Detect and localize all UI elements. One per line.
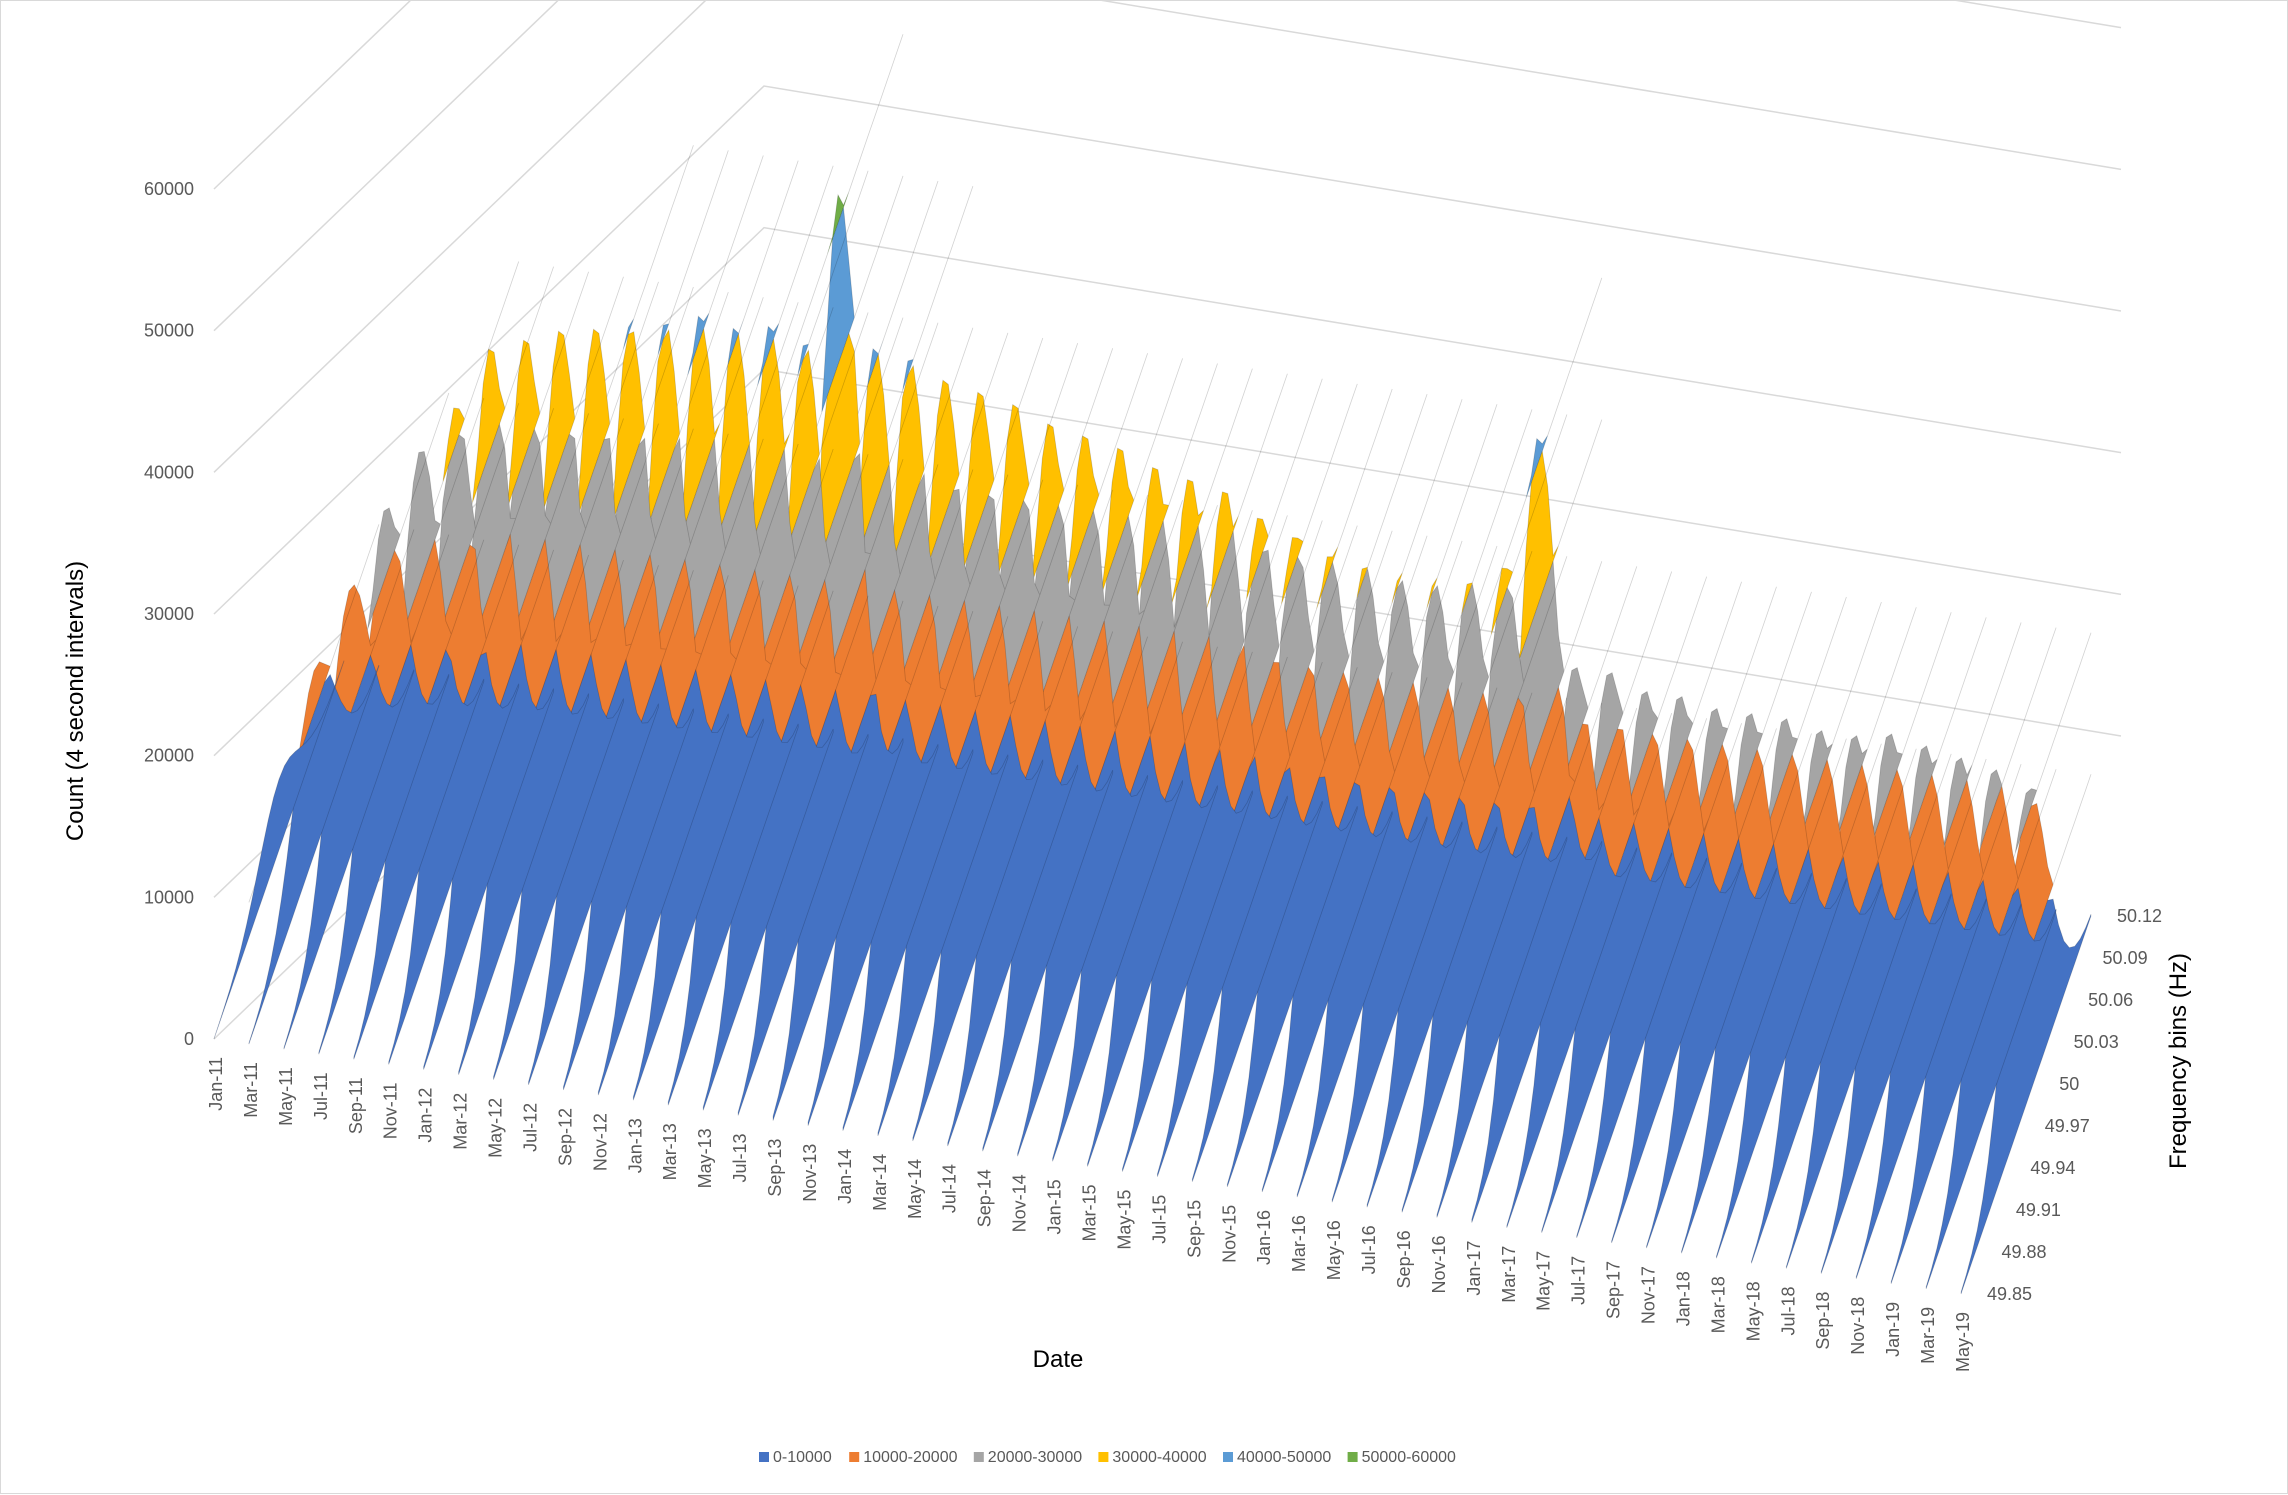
date-tick-label: May-13 [695,1128,715,1188]
date-tick-label: May-15 [1114,1190,1134,1250]
frequency-tick-label: 49.85 [1987,1284,2032,1304]
count-tick-label: 20000 [144,746,194,766]
date-tick-label: Nov-13 [800,1144,820,1202]
date-tick-label: Jul-11 [311,1072,331,1120]
date-tick-label: Jul-14 [940,1164,960,1213]
date-tick-label: Mar-15 [1080,1185,1100,1242]
date-tick-label: Mar-12 [451,1093,471,1150]
date-tick-label: Sep-12 [555,1108,575,1166]
date-tick-label: Jan-17 [1464,1241,1484,1296]
legend: 0-10000 10000-20000 20000-30000 30000-40000… [759,1449,1456,1466]
frequency-tick-label: 49.88 [2001,1242,2046,1262]
date-tick-label: Jan-18 [1674,1271,1694,1326]
frequency-tick-label: 49.91 [2016,1200,2061,1220]
surface-plot [213,34,2092,1295]
date-tick-label: Sep-15 [1184,1200,1204,1258]
frequency-tick-label: 50.09 [2103,948,2148,968]
count-tick-label: 10000 [144,887,194,907]
date-tick-label: Jul-18 [1778,1287,1798,1336]
date-tick-label: Sep-16 [1394,1230,1414,1288]
date-tick-label: May-17 [1534,1251,1554,1311]
date-tick-label: May-12 [486,1098,506,1158]
count-tick-label: 50000 [144,321,194,341]
y-axis-title: Count (4 second intervals) [62,561,89,841]
date-tick-label: May-18 [1743,1281,1763,1341]
date-tick-label: Jan-15 [1045,1179,1065,1234]
frequency-tick-label: 50.12 [2117,906,2162,926]
date-tick-label: Sep-14 [975,1169,995,1227]
legend-label: 50000-60000 [1362,1449,1456,1466]
depth-axis-title: Frequency bins (Hz) [2165,953,2192,1169]
date-axis-ticks: Jan-11 Mar-11 May-11 Jul-11 Sep-11 Nov-11 Jan-… [206,1057,1973,1372]
date-tick-label: Nov-15 [1219,1205,1239,1263]
date-tick-label: Jul-17 [1569,1256,1589,1305]
date-tick-label: Sep-17 [1604,1261,1624,1319]
gridline [213,85,2122,615]
date-tick-label: Jul-15 [1149,1195,1169,1244]
legend-swatch [1347,1452,1358,1462]
legend-swatch [849,1452,860,1462]
gridline [213,1,2122,332]
date-tick-label: Mar-18 [1708,1276,1728,1333]
date-tick-label: Mar-13 [660,1123,680,1180]
date-tick-label: May-11 [276,1067,296,1126]
date-tick-label: Jan-19 [1883,1302,1903,1357]
x-axis-title: Date [1033,1346,1084,1373]
legend-label: 0-10000 [773,1449,832,1466]
legend-label: 10000-20000 [863,1449,957,1466]
date-tick-label: Nov-12 [590,1113,610,1171]
date-tick-label: Nov-11 [381,1083,401,1140]
frequency-tick-label: 49.97 [2045,1116,2090,1136]
legend-swatch [1223,1452,1233,1462]
legend-label: 20000-30000 [988,1449,1082,1466]
date-tick-label: Nov-17 [1639,1266,1659,1324]
legend-label: 30000-40000 [1112,1449,1206,1466]
frequency-tick-label: 49.94 [2030,1158,2075,1178]
frequency-tick-label: 50 [2059,1074,2079,1094]
count-tick-label: 30000 [144,604,194,624]
date-tick-label: Sep-13 [765,1139,785,1197]
count-tick-label: 60000 [144,179,194,199]
frequency-tick-label: 50.06 [2088,990,2133,1010]
count-tick-label: 40000 [144,462,194,482]
legend-label: 40000-50000 [1237,1449,1331,1466]
date-tick-label: Mar-17 [1499,1246,1519,1303]
gridline [213,1,411,190]
date-tick-label: Jul-16 [1359,1225,1379,1274]
date-tick-label: Jan-14 [835,1149,855,1204]
date-tick-label: Mar-16 [1289,1215,1309,1272]
date-tick-label: Nov-16 [1429,1236,1449,1294]
date-tick-label: Nov-14 [1010,1174,1030,1232]
date-tick-label: Jul-12 [521,1103,541,1152]
date-tick-label: Jan-11 [206,1057,226,1111]
surface-band-50000-60000 [772,34,904,413]
date-tick-label: Sep-11 [346,1077,366,1134]
legend-swatch [759,1452,769,1462]
legend-swatch [1098,1452,1109,1462]
date-tick-label: Mar-11 [241,1062,261,1118]
date-tick-label: May-19 [1953,1312,1973,1372]
frequency-axis-ticks: 49.85 49.88 49.91 49.94 49.97 50 50.03 50.06 50.… [1987,906,2162,1304]
count-tick-label: 0 [184,1029,194,1049]
count-axis-ticks: 0 10000 20000 30000 40000 50000 60000 [144,179,194,1049]
date-tick-label: Jan-12 [416,1088,436,1143]
surface-band-40000-50000 [1471,277,1603,657]
date-tick-label: Jan-16 [1254,1210,1274,1265]
gridline [213,1,2122,473]
date-tick-label: Jan-13 [625,1118,645,1173]
date-tick-label: May-16 [1324,1220,1344,1280]
date-tick-label: May-14 [905,1159,925,1219]
surface-band-0-10000 [213,660,345,1040]
date-tick-label: Sep-18 [1813,1292,1833,1350]
frequency-tick-label: 50.03 [2074,1032,2119,1052]
legend-swatch [973,1452,984,1462]
date-tick-label: Jul-13 [730,1134,750,1183]
date-tick-label: Mar-14 [870,1154,890,1211]
date-tick-label: Mar-19 [1918,1307,1938,1364]
date-tick-label: Nov-18 [1848,1297,1868,1355]
